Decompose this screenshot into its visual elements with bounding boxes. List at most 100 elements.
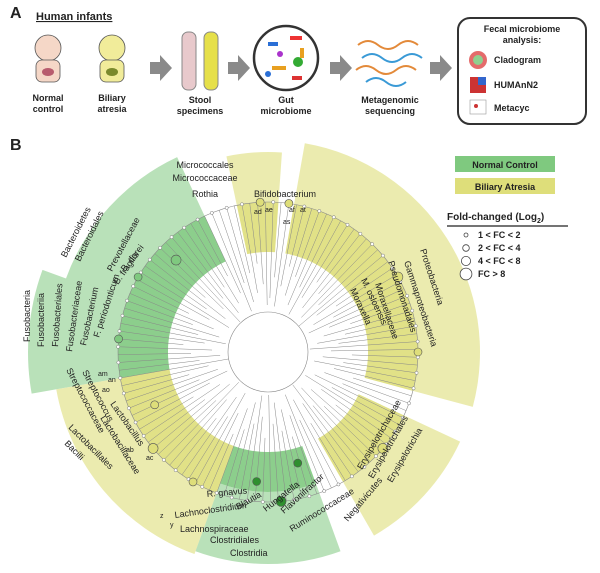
branch: [312, 405, 365, 468]
node: [374, 454, 378, 459]
clade-label: Bifidobacterium: [254, 189, 316, 199]
branch: [313, 274, 397, 325]
node: [252, 477, 261, 486]
branch: [231, 402, 256, 498]
branch: [202, 413, 239, 487]
branch: [131, 370, 228, 416]
branch: [329, 295, 408, 328]
step-label: Metagenomic: [361, 95, 419, 105]
node: [195, 217, 200, 222]
clade-label: Fusobacteriia: [36, 293, 46, 347]
branch: [128, 379, 200, 409]
branch: [273, 402, 287, 501]
branch: [314, 360, 416, 381]
fold-change-symbol: [459, 267, 473, 281]
branch: [226, 207, 254, 303]
analysis-item: Metacyc: [494, 103, 530, 113]
node: [293, 458, 303, 468]
branch: [308, 288, 405, 334]
branch: [216, 408, 248, 494]
branch: [123, 374, 190, 394]
node: [411, 386, 416, 391]
legend: Normal Control Biliary Atresia Fold-change…: [447, 156, 568, 281]
node-letter: af: [289, 207, 295, 214]
branch: [223, 429, 245, 496]
branch: [144, 265, 207, 310]
node: [170, 254, 182, 266]
branch: [316, 228, 355, 283]
node: [114, 334, 123, 344]
clade-wedge: [27, 269, 128, 394]
branch: [197, 219, 228, 277]
fold-change-symbol: [463, 232, 469, 238]
node: [118, 376, 123, 380]
clade-wedge: [343, 415, 461, 536]
branch: [287, 213, 327, 306]
node: [173, 468, 178, 473]
clade-wedge-inner: [236, 202, 279, 255]
branch: [143, 384, 221, 437]
node: [393, 429, 398, 434]
branch: [118, 355, 221, 363]
branch: [309, 341, 418, 350]
branch: [293, 399, 339, 485]
clade-wedge-inner: [318, 394, 404, 482]
branch: [118, 338, 184, 345]
node: [200, 484, 205, 489]
branch: [118, 346, 213, 351]
branch: [154, 253, 206, 298]
branch: [121, 365, 209, 386]
node: [116, 360, 121, 365]
branch: [268, 394, 271, 502]
node: [350, 474, 354, 479]
branch: [351, 354, 418, 358]
node: [131, 284, 136, 289]
node: [275, 496, 287, 507]
node: [413, 347, 423, 357]
analysis-title: Fecal microbiome: [484, 24, 561, 34]
fold-change-symbol: [460, 255, 471, 266]
branch: [274, 203, 290, 307]
branch: [310, 423, 346, 481]
node: [362, 465, 367, 469]
branch: [316, 261, 388, 316]
branch: [218, 210, 245, 284]
node: [117, 329, 122, 333]
node: [358, 231, 363, 236]
analysis-title: analysis:: [503, 35, 542, 45]
node: [322, 489, 327, 493]
branch: [288, 220, 341, 315]
clade-wedge: [294, 143, 481, 407]
branch: [323, 406, 377, 457]
node: [147, 257, 152, 262]
clade-wedge: [195, 483, 341, 564]
node: [292, 497, 296, 502]
branch: [301, 387, 371, 462]
branch: [209, 433, 234, 491]
node: [336, 482, 341, 487]
branch: [272, 423, 279, 502]
branch: [298, 255, 384, 327]
branch: [323, 310, 413, 337]
node-letter: y: [170, 522, 174, 529]
clade-label: Micrococcaceae: [172, 173, 237, 183]
inner-disk: [168, 252, 368, 452]
branch: [342, 383, 407, 411]
branch: [322, 356, 418, 366]
branch: [135, 382, 210, 423]
step-label: microbiome: [260, 106, 311, 116]
node: [317, 209, 322, 213]
branch: [169, 399, 227, 466]
branch: [246, 395, 263, 501]
node: [271, 200, 276, 204]
legend-label: Normal Control: [472, 160, 538, 170]
branch: [302, 403, 353, 477]
clade-wedge: [226, 151, 282, 206]
branch: [310, 389, 382, 451]
node: [161, 458, 166, 462]
cladogram: Micrococcales Micrococcaceae Rothia Bifidob…: [22, 143, 481, 564]
branch: [314, 374, 403, 418]
node: [133, 272, 143, 282]
branch: [129, 293, 214, 330]
branch: [285, 394, 325, 492]
